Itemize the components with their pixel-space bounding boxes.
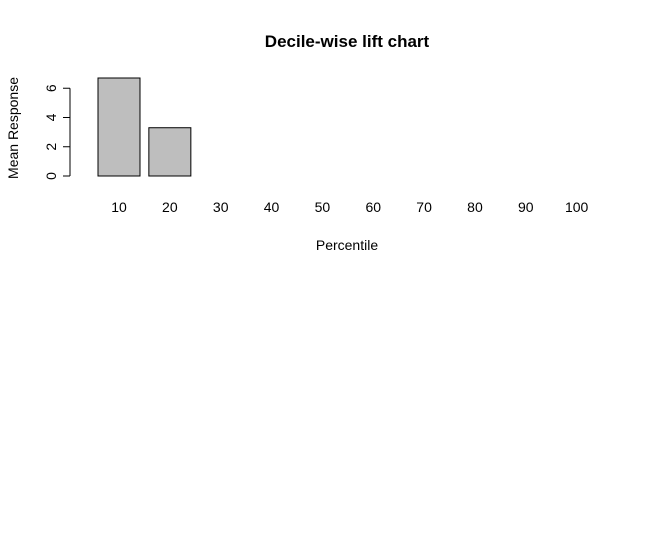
x-tick-labels: 10 20 30 40 50 60 70 80 90 100 [111, 199, 588, 215]
x-tick-label-30: 30 [213, 199, 229, 215]
bar-20 [148, 127, 192, 177]
y-tick-label: 2 [43, 143, 59, 151]
y-tick-label: 4 [43, 113, 59, 121]
y-axis-label: Mean Response [5, 77, 21, 179]
y-axis: 0 2 4 6 [43, 84, 71, 180]
y-tick-label: 0 [43, 172, 59, 180]
bars-group [97, 77, 192, 177]
x-tick-label-20: 20 [162, 199, 178, 215]
x-tick-label-100: 100 [565, 199, 589, 215]
x-axis-label: Percentile [316, 237, 378, 253]
bar-10 [97, 77, 141, 177]
x-tick-label-70: 70 [416, 199, 432, 215]
x-tick-label-80: 80 [467, 199, 483, 215]
x-tick-label-10: 10 [111, 199, 127, 215]
y-tick-label: 6 [43, 84, 59, 92]
x-tick-label-40: 40 [264, 199, 280, 215]
x-tick-label-90: 90 [518, 199, 534, 215]
x-tick-label-60: 60 [365, 199, 381, 215]
x-tick-label-50: 50 [315, 199, 331, 215]
chart-title: Decile-wise lift chart [265, 32, 430, 51]
